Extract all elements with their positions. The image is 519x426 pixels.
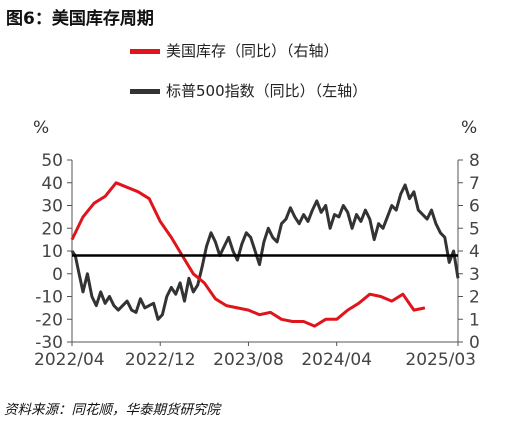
legend-inventory-swatch [130, 49, 160, 54]
right-axis-tick-label: 3 [469, 265, 480, 285]
legend-inventory-label: 美国库存（同比）（右轴） [166, 42, 339, 60]
x-axis-tick-label: 2022/04 [34, 350, 105, 370]
x-axis-tick-label: 2024/04 [301, 350, 372, 370]
left-axis-tick-label: 0 [52, 265, 63, 285]
left-axis-tick-label: 40 [41, 174, 63, 194]
source-note: 资料来源：同花顺，华泰期货研究院 [4, 402, 220, 418]
left-axis-tick-label: -20 [35, 310, 63, 330]
sp500-yoy-line [70, 183, 460, 321]
left-axis-tick-label: -10 [35, 288, 63, 308]
right-axis-tick-label: 6 [469, 197, 480, 217]
right-axis-tick-label: 5 [469, 219, 480, 239]
legend-sp500-swatch [130, 89, 160, 94]
right-axis-unit: % [461, 118, 477, 138]
legend-sp500-label: 标普500指数（同比）（左轴） [166, 82, 368, 100]
x-axis-tick-label: 2025/03 [405, 350, 476, 370]
right-axis-tick-label: 7 [469, 174, 480, 194]
right-axis-tick-label: 1 [469, 310, 480, 330]
x-axis-tick-label: 2022/12 [125, 350, 196, 370]
right-axis-tick-label: 2 [469, 288, 480, 308]
inventory-yoy-line [70, 181, 426, 328]
x-axis-tick-label: 2023/08 [213, 350, 284, 370]
left-axis-tick-label: 30 [41, 197, 63, 217]
right-axis-tick-label: 0 [469, 333, 480, 353]
left-axis-unit: % [33, 118, 49, 138]
legend-sp500: 标普500指数（同比）（左轴） [130, 80, 367, 101]
right-axis-tick-label: 4 [469, 242, 480, 262]
right-axis-tick-label: 8 [469, 151, 480, 171]
left-axis-tick-label: 10 [41, 242, 63, 262]
series-layer [70, 181, 460, 328]
left-axis-tick-label: -30 [35, 333, 63, 353]
chart-title: 图6：美国库存周期 [6, 9, 154, 29]
left-axis-tick-label: 50 [41, 151, 63, 171]
left-axis-tick-label: 20 [41, 219, 63, 239]
legend-inventory: 美国库存（同比）（右轴） [130, 40, 339, 61]
